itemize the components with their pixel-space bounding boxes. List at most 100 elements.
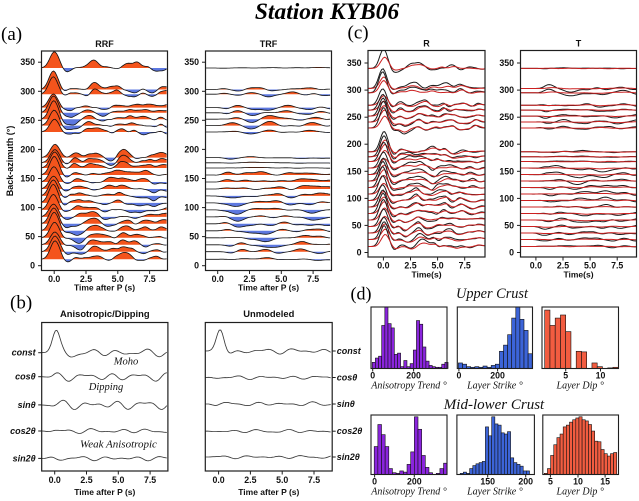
svg-text:0.0: 0.0 <box>49 475 61 485</box>
svg-text:Anisotropic/Dipping: Anisotropic/Dipping <box>60 308 150 319</box>
svg-text:Upper Crust: Upper Crust <box>456 286 529 302</box>
svg-text:200: 200 <box>499 139 514 149</box>
svg-text:7.5: 7.5 <box>307 274 319 284</box>
svg-text:100: 100 <box>347 193 362 203</box>
svg-text:Layer Dip °: Layer Dip ° <box>556 487 604 498</box>
svg-text:0.0: 0.0 <box>530 261 542 271</box>
svg-text:0.0: 0.0 <box>377 261 389 271</box>
svg-text:Station KYB06: Station KYB06 <box>255 0 400 25</box>
svg-text:350: 350 <box>499 58 514 68</box>
svg-text:Time(s): Time(s) <box>563 270 593 280</box>
svg-text:RRF: RRF <box>95 39 114 49</box>
svg-text:10: 10 <box>573 477 583 487</box>
svg-text:100: 100 <box>499 193 514 203</box>
svg-text:2.5: 2.5 <box>244 475 256 485</box>
svg-text:0: 0 <box>357 248 362 258</box>
svg-text:cosθ: cosθ <box>337 373 358 383</box>
svg-text:Weak Anisotropic: Weak Anisotropic <box>80 439 157 451</box>
svg-text:7.5: 7.5 <box>459 261 471 271</box>
svg-text:Time(s): Time(s) <box>411 270 441 280</box>
svg-text:Anisotropy Trend °: Anisotropy Trend ° <box>370 487 446 498</box>
svg-text:10: 10 <box>596 371 606 381</box>
svg-text:sin2θ: sin2θ <box>337 452 360 462</box>
svg-text:cosθ: cosθ <box>15 372 36 382</box>
svg-text:50: 50 <box>189 232 199 242</box>
svg-text:250: 250 <box>499 112 514 122</box>
svg-text:350: 350 <box>20 57 35 67</box>
svg-text:100: 100 <box>184 203 199 213</box>
svg-text:7.5: 7.5 <box>611 261 623 271</box>
svg-text:200: 200 <box>406 371 421 381</box>
svg-text:7.5: 7.5 <box>144 475 156 485</box>
svg-text:350: 350 <box>184 57 199 67</box>
svg-text:5.0: 5.0 <box>112 475 124 485</box>
svg-text:0: 0 <box>372 477 377 487</box>
svg-text:0.0: 0.0 <box>48 274 60 284</box>
svg-text:0.0: 0.0 <box>212 274 224 284</box>
svg-text:200: 200 <box>20 144 35 154</box>
svg-text:250: 250 <box>184 115 199 125</box>
svg-text:50: 50 <box>25 232 35 242</box>
svg-text:200: 200 <box>518 477 533 487</box>
svg-text:200: 200 <box>490 371 505 381</box>
svg-text:R: R <box>423 39 430 49</box>
svg-text:Time after P (s): Time after P (s) <box>74 487 135 497</box>
svg-text:Layer Strike °: Layer Strike ° <box>466 381 523 392</box>
svg-text:200: 200 <box>407 477 422 487</box>
svg-text:Layer Dip °: Layer Dip ° <box>556 381 604 392</box>
svg-text:0: 0 <box>456 371 461 381</box>
svg-text:5.0: 5.0 <box>584 261 596 271</box>
svg-text:5.0: 5.0 <box>275 274 287 284</box>
svg-text:0: 0 <box>30 261 35 271</box>
svg-text:15: 15 <box>600 477 610 487</box>
svg-text:const: const <box>12 348 37 358</box>
svg-text:100: 100 <box>20 203 35 213</box>
svg-text:50: 50 <box>504 220 514 230</box>
svg-text:Anisotropy Trend °: Anisotropy Trend ° <box>370 381 446 392</box>
svg-text:(c): (c) <box>348 23 369 44</box>
svg-text:0: 0 <box>370 371 375 381</box>
svg-text:300: 300 <box>347 85 362 95</box>
svg-text:150: 150 <box>480 477 495 487</box>
svg-text:5: 5 <box>548 477 553 487</box>
svg-text:0.0: 0.0 <box>212 475 224 485</box>
svg-text:5.0: 5.0 <box>431 261 443 271</box>
svg-text:2.5: 2.5 <box>80 475 92 485</box>
svg-text:Time after P (s): Time after P (s) <box>74 283 135 293</box>
svg-text:300: 300 <box>499 85 514 95</box>
svg-text:T: T <box>576 39 582 49</box>
svg-text:350: 350 <box>347 58 362 68</box>
svg-text:0: 0 <box>509 248 514 258</box>
svg-text:150: 150 <box>347 166 362 176</box>
svg-text:200: 200 <box>184 144 199 154</box>
svg-text:Dipping: Dipping <box>88 382 123 393</box>
svg-text:2.5: 2.5 <box>243 274 255 284</box>
svg-text:(b): (b) <box>10 293 32 314</box>
svg-text:2.5: 2.5 <box>557 261 569 271</box>
svg-text:Back-azimuth (°): Back-azimuth (°) <box>5 126 15 197</box>
svg-text:TRF: TRF <box>260 39 278 49</box>
svg-text:(d): (d) <box>351 284 372 305</box>
svg-text:150: 150 <box>184 174 199 184</box>
svg-text:cos2θ: cos2θ <box>337 426 363 436</box>
svg-text:5: 5 <box>563 371 568 381</box>
svg-text:250: 250 <box>347 112 362 122</box>
svg-text:2.5: 2.5 <box>404 261 416 271</box>
svg-text:200: 200 <box>347 139 362 149</box>
svg-text:Moho: Moho <box>113 357 139 368</box>
svg-text:sin2θ: sin2θ <box>13 453 36 463</box>
svg-text:Time after P (s): Time after P (s) <box>238 487 299 497</box>
svg-text:const: const <box>337 346 362 356</box>
svg-text:150: 150 <box>20 174 35 184</box>
svg-text:Time after P (s): Time after P (s) <box>238 283 299 293</box>
svg-text:250: 250 <box>20 115 35 125</box>
svg-text:sinθ: sinθ <box>18 400 36 410</box>
svg-text:Mid-lower Crust: Mid-lower Crust <box>443 397 545 413</box>
svg-text:(a): (a) <box>1 24 22 45</box>
svg-text:Layer Strike °: Layer Strike ° <box>466 487 523 498</box>
svg-text:sinθ: sinθ <box>337 399 355 409</box>
svg-text:0: 0 <box>194 261 199 271</box>
svg-text:cos2θ: cos2θ <box>10 426 36 436</box>
svg-text:7.5: 7.5 <box>308 475 320 485</box>
svg-text:50: 50 <box>352 220 362 230</box>
